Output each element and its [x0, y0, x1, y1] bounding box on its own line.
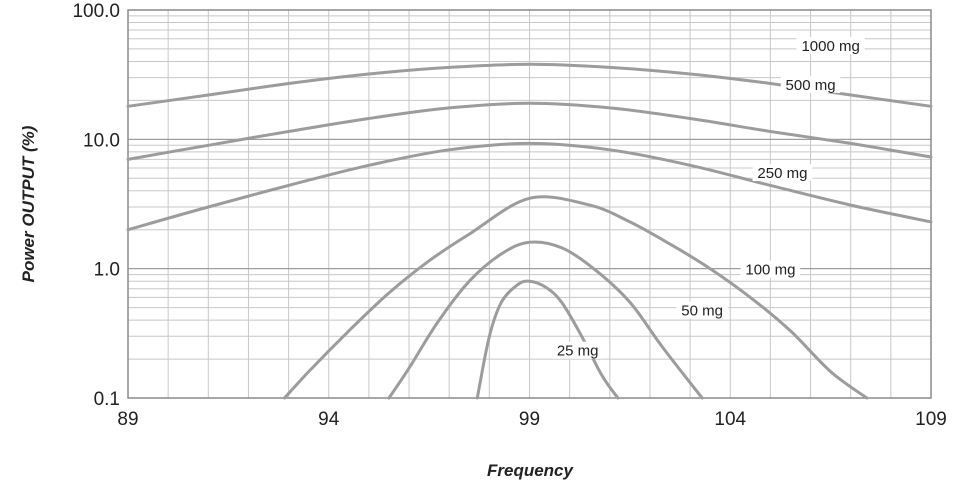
y-tick-label: 0.1: [94, 389, 120, 410]
series-label: 1000 mg: [801, 38, 859, 55]
x-tick-label: 99: [519, 409, 540, 430]
grid: [127, 9, 932, 399]
series-label-background: [780, 75, 841, 93]
series-line: [283, 195, 869, 400]
series-label-background: [552, 341, 604, 359]
series-label-background: [740, 260, 801, 278]
series-label-background: [796, 36, 865, 54]
x-tick-label: 94: [318, 409, 340, 430]
series-line: [126, 141, 933, 232]
x-tick-label: 109: [915, 409, 947, 430]
tick-labels: 89 94 99 104 109 100.0 10.0 1.0 0.1: [72, 1, 946, 430]
series-label-background: [676, 301, 728, 319]
series-label: 250 mg: [757, 165, 807, 182]
series-labels: 1000 mg 500 mg 250 mg 100 mg 50 mg 25 mg: [552, 36, 865, 360]
y-axis-title: Power OUTPUT (%): [19, 125, 38, 282]
series-label: 500 mg: [786, 77, 836, 94]
y-tick-label: 10.0: [83, 130, 120, 151]
series-group: [126, 62, 933, 400]
y-tick-label: 100.0: [72, 1, 120, 22]
series-label: 25 mg: [557, 343, 599, 360]
x-tick-label: 89: [117, 409, 138, 430]
y-tick-label: 1.0: [94, 260, 120, 281]
series-label: 50 mg: [681, 303, 723, 320]
x-axis-title: Frequency: [487, 461, 575, 480]
series-line: [126, 101, 933, 161]
series-line: [387, 240, 704, 400]
plot-frame: [127, 9, 932, 399]
x-tick-label: 104: [714, 409, 746, 430]
series-line: [475, 279, 620, 400]
series-label-background: [752, 164, 813, 182]
series-label: 100 mg: [745, 262, 795, 279]
